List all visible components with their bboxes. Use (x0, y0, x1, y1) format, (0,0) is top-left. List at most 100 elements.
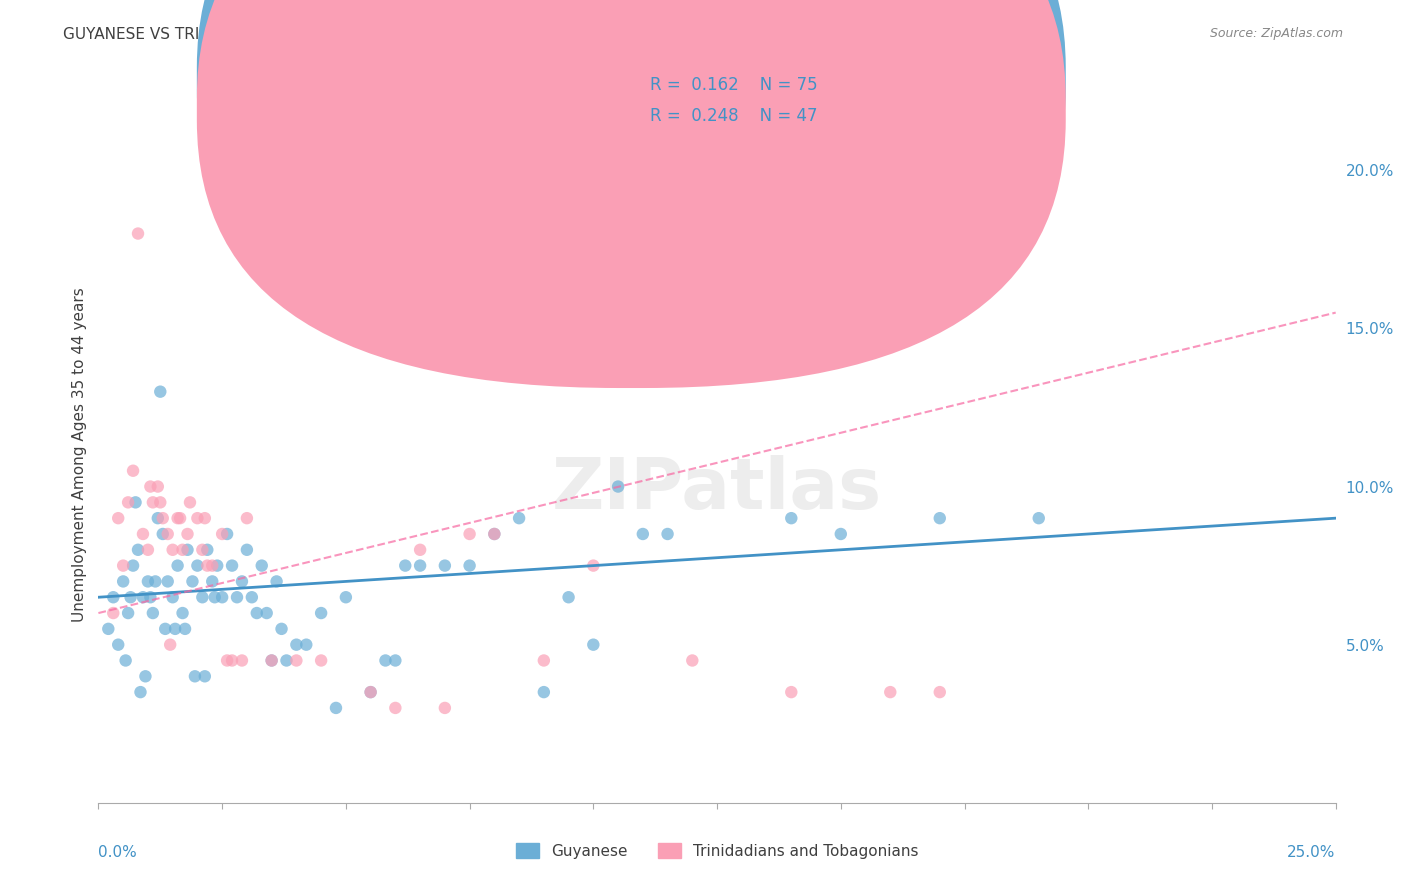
Point (780, 685, 803, 699)
Point (582, 638, 605, 652)
Point (195, 542, 218, 557)
Point (174, 622, 197, 636)
Point (285, 638, 308, 652)
Text: ZIPatlas: ZIPatlas (553, 455, 882, 524)
Point (433, 701, 456, 715)
Point (172, 542, 194, 557)
Point (780, 511, 803, 525)
Point (176, 542, 198, 557)
Point (149, 384, 172, 399)
Point (557, 591, 579, 605)
Point (211, 527, 233, 541)
Point (433, 558, 456, 573)
Point (260, 653, 283, 667)
Point (374, 653, 396, 667)
Point (240, 591, 263, 605)
Point (335, 591, 357, 605)
Point (139, 479, 162, 493)
Point (928, 685, 950, 699)
Point (879, 685, 901, 699)
Point (217, 653, 239, 667)
Point (236, 511, 259, 525)
Point (266, 574, 288, 589)
Point (142, 495, 165, 509)
Point (360, 685, 382, 699)
Point (191, 591, 214, 605)
Point (260, 653, 283, 667)
Point (205, 558, 228, 573)
Point (409, 542, 432, 557)
Point (201, 558, 224, 573)
Point (236, 542, 259, 557)
Point (179, 495, 201, 509)
Point (107, 638, 129, 652)
Point (217, 527, 239, 541)
Point (201, 574, 224, 589)
Point (122, 558, 145, 573)
Point (186, 558, 208, 573)
Point (132, 591, 155, 605)
Point (162, 591, 184, 605)
Point (152, 511, 174, 525)
Point (309, 606, 332, 620)
Point (226, 591, 249, 605)
Point (166, 511, 188, 525)
Point (285, 653, 308, 667)
Point (384, 653, 406, 667)
Point (155, 622, 177, 636)
Point (149, 495, 172, 509)
Point (117, 495, 139, 509)
Point (325, 701, 347, 715)
Point (533, 685, 555, 699)
Text: Source: ZipAtlas.com: Source: ZipAtlas.com (1209, 27, 1343, 40)
Point (221, 558, 243, 573)
Point (136, 542, 159, 557)
Point (152, 527, 174, 541)
Point (181, 574, 204, 589)
Point (231, 653, 253, 667)
Point (681, 653, 703, 667)
Point (657, 527, 679, 541)
Point (458, 558, 481, 573)
Point (194, 669, 217, 683)
Point (295, 638, 318, 652)
Point (582, 558, 605, 573)
Point (928, 511, 950, 525)
Point (484, 527, 506, 541)
Point (194, 511, 217, 525)
Point (162, 542, 184, 557)
Point (276, 653, 298, 667)
Point (134, 669, 156, 683)
Point (103, 606, 125, 620)
Point (256, 606, 278, 620)
Point (360, 685, 382, 699)
Point (533, 653, 555, 667)
Point (246, 606, 269, 620)
Point (384, 701, 406, 715)
Point (120, 591, 142, 605)
Point (165, 622, 187, 636)
Point (136, 574, 159, 589)
Point (409, 558, 432, 573)
Point (172, 606, 194, 620)
Point (221, 653, 243, 667)
Point (231, 574, 253, 589)
Point (204, 591, 226, 605)
Point (394, 558, 416, 573)
Point (127, 542, 149, 557)
Point (122, 464, 145, 478)
Point (146, 511, 169, 525)
Point (146, 479, 169, 493)
Point (97, 622, 120, 636)
Point (129, 685, 152, 699)
Point (270, 622, 292, 636)
Point (124, 495, 146, 509)
Text: 0.0%: 0.0% (98, 845, 138, 860)
Point (142, 606, 165, 620)
Point (508, 511, 530, 525)
Point (184, 669, 207, 683)
Point (309, 653, 332, 667)
Point (186, 511, 208, 525)
Point (166, 558, 188, 573)
Point (127, 227, 149, 241)
